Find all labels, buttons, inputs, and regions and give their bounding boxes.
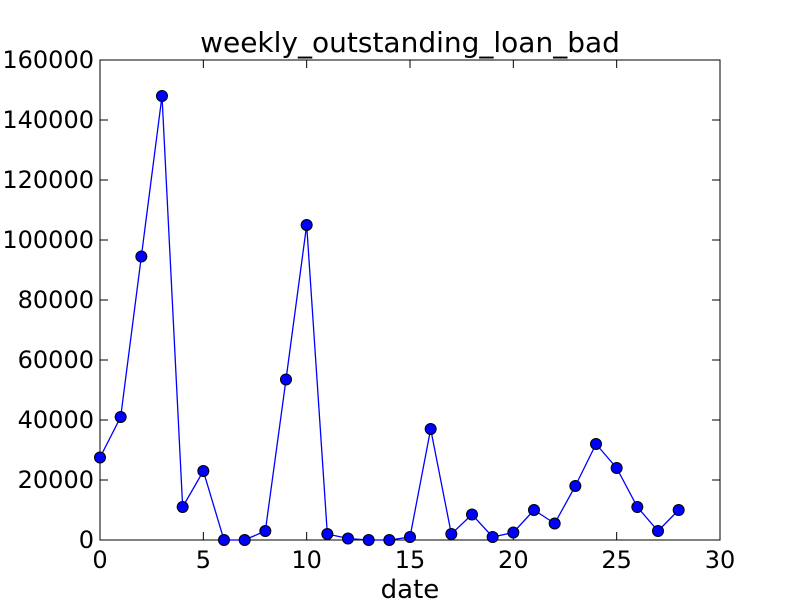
- data-point: [590, 438, 602, 450]
- y-tick-label: 140000: [2, 106, 94, 134]
- y-tick-label: 60000: [18, 346, 94, 374]
- y-axis-ticks: 0 20000 40000 60000 80000 100000 120000 140000 1…: [2, 46, 720, 554]
- chart-title: weekly_outstanding_loan_bad: [200, 26, 620, 59]
- y-tick-label: 160000: [2, 46, 94, 74]
- x-tick-label: 25: [601, 546, 632, 574]
- data-point: [404, 531, 416, 543]
- data-point: [548, 517, 561, 530]
- x-tick-label: 10: [291, 546, 322, 574]
- data-point: [652, 525, 664, 537]
- data-point: [424, 423, 437, 435]
- x-tick-label: 15: [395, 546, 426, 574]
- data-point: [672, 504, 685, 516]
- data-point: [135, 250, 148, 263]
- data-point: [631, 501, 644, 513]
- data-point: [280, 373, 292, 386]
- data-point: [445, 528, 458, 540]
- data-point: [528, 504, 540, 516]
- data-point: [321, 528, 334, 540]
- data-point: [156, 90, 168, 102]
- x-tick-label: 30: [705, 546, 736, 574]
- data-point: [259, 525, 272, 537]
- y-tick-label: 80000: [18, 286, 94, 314]
- series-line: [99, 95, 680, 541]
- data-point: [197, 465, 210, 477]
- data-point: [94, 451, 106, 464]
- y-tick-label: 120000: [2, 166, 94, 194]
- y-tick-label: 0: [79, 526, 94, 554]
- x-tick-label: 20: [498, 546, 529, 574]
- y-tick-label: 40000: [18, 406, 94, 434]
- data-point: [486, 531, 499, 543]
- data-point: [342, 532, 354, 545]
- y-tick-label: 100000: [2, 226, 94, 254]
- data-point: [466, 508, 478, 521]
- data-point: [383, 534, 396, 546]
- x-axis-label: date: [381, 575, 440, 600]
- data-point: [176, 501, 189, 513]
- data-point: [507, 526, 520, 539]
- x-tick-label: 0: [92, 546, 107, 574]
- y-tick-label: 20000: [18, 466, 94, 494]
- x-tick-label: 5: [196, 546, 211, 574]
- plot-frame: [99, 59, 721, 541]
- data-point: [300, 219, 313, 231]
- series-layer: [94, 90, 685, 546]
- data-point: [114, 411, 127, 423]
- data-point: [218, 534, 230, 546]
- data-point: [238, 534, 251, 546]
- data-point: [362, 534, 375, 546]
- data-point: [610, 462, 623, 474]
- x-axis-ticks: 0 5 10 15 20 25 30: [92, 60, 735, 574]
- data-point: [569, 480, 582, 492]
